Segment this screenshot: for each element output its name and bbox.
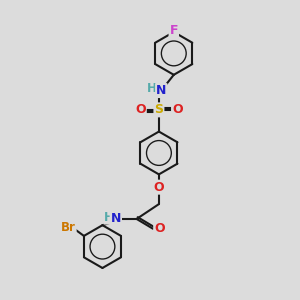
- Text: S: S: [154, 103, 164, 116]
- Text: F: F: [169, 24, 178, 37]
- Text: N: N: [111, 212, 121, 226]
- Text: O: O: [154, 222, 165, 235]
- Text: H: H: [146, 82, 156, 95]
- Text: O: O: [172, 103, 183, 116]
- Text: H: H: [104, 211, 114, 224]
- Text: O: O: [135, 103, 146, 116]
- Text: N: N: [156, 84, 166, 97]
- Text: O: O: [154, 181, 164, 194]
- Text: Br: Br: [61, 221, 76, 234]
